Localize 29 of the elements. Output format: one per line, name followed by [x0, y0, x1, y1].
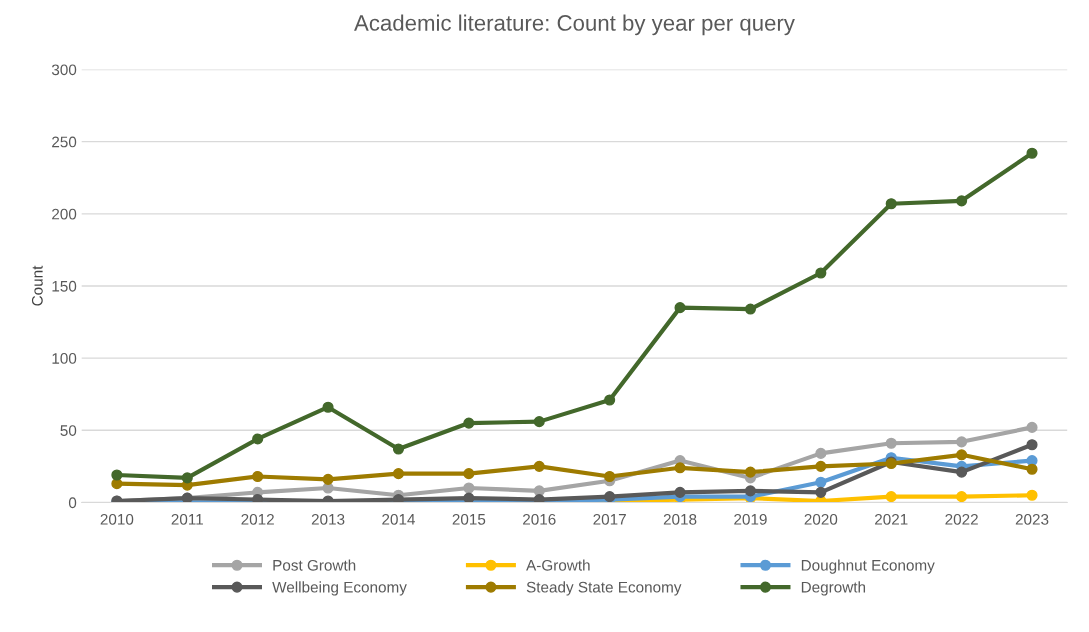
- y-tick-label: 50: [60, 425, 77, 436]
- x-tick-label: 2023: [1015, 513, 1049, 525]
- x-tick-label: 2015: [452, 513, 486, 525]
- legend-label: Steady State Economy: [526, 581, 682, 596]
- x-tick-label: 2012: [241, 513, 274, 525]
- legend-label: Post Growth: [273, 559, 356, 571]
- chart-title: Academic literature: Count by year per query: [354, 14, 795, 36]
- legend-label: Doughnut Economy: [801, 559, 935, 574]
- legend-label: Degrowth: [801, 581, 866, 596]
- x-tick-label: 2018: [663, 513, 697, 525]
- x-tick-label: 2022: [945, 513, 978, 525]
- x-tick-label: 2017: [593, 513, 626, 525]
- x-tick-label: 2010: [100, 513, 134, 525]
- y-tick-label: 250: [52, 136, 77, 148]
- x-tick-label: 2013: [311, 513, 345, 525]
- y-tick-label: 150: [52, 280, 77, 292]
- x-tick-label: 2016: [523, 513, 556, 525]
- y-tick-label: 0: [68, 497, 77, 509]
- legend-label: Wellbeing Economy: [272, 581, 407, 596]
- y-tick-label: 300: [51, 64, 77, 76]
- y-tick-label: 200: [52, 208, 77, 220]
- x-tick-label: 2011: [171, 513, 203, 525]
- legend-label: A-Growth: [526, 559, 590, 571]
- y-axis-title: Count: [31, 265, 43, 306]
- y-tick-label: 100: [52, 353, 77, 364]
- x-tick-label: 2014: [382, 513, 416, 525]
- x-tick-label: 2019: [734, 513, 767, 525]
- x-tick-label: 2021: [875, 513, 908, 525]
- x-tick-label: 2020: [804, 513, 838, 525]
